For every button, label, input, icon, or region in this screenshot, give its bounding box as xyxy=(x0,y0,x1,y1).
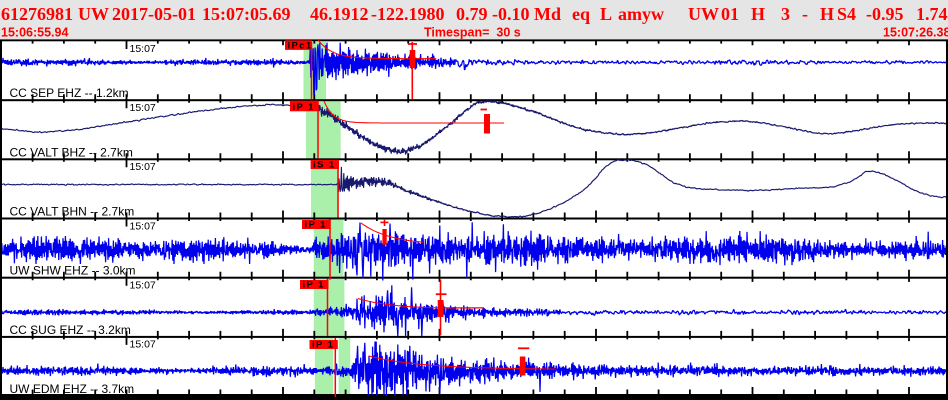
svg-text:iP 1: iP 1 xyxy=(305,220,327,231)
svg-text:15:06:55.94: 15:06:55.94 xyxy=(1,26,68,40)
svg-text:3: 3 xyxy=(781,4,790,24)
svg-text:Timespan= 30 s: Timespan= 30 s xyxy=(424,26,521,40)
svg-text:15:07: 15:07 xyxy=(130,280,156,292)
svg-text:-122.1980: -122.1980 xyxy=(371,4,445,24)
svg-text:H: H xyxy=(751,4,765,24)
svg-text:15:07:05.69: 15:07:05.69 xyxy=(202,4,291,24)
svg-text:UW: UW xyxy=(688,4,719,24)
svg-text:CC SEP EHZ -- 1.2km: CC SEP EHZ -- 1.2km xyxy=(10,86,129,100)
svg-text:UW EDM EHZ -- 3.7km: UW EDM EHZ -- 3.7km xyxy=(10,382,135,396)
svg-text:UW SHW EHZ -- 3.0km: UW SHW EHZ -- 3.0km xyxy=(10,264,136,278)
svg-text:iPc1: iPc1 xyxy=(288,40,313,51)
svg-text:amyw: amyw xyxy=(618,4,664,24)
svg-text:-: - xyxy=(802,4,808,24)
svg-text:CC VALT BHZ -- 2.7km: CC VALT BHZ -- 2.7km xyxy=(10,145,133,159)
svg-text:-0.10: -0.10 xyxy=(492,4,530,24)
svg-text:H: H xyxy=(820,4,834,24)
svg-text:iP 1: iP 1 xyxy=(312,340,334,351)
svg-text:iS 1: iS 1 xyxy=(313,160,336,171)
svg-text:CC SUG EHZ -- 3.2km: CC SUG EHZ -- 3.2km xyxy=(10,323,131,337)
svg-text:15:07: 15:07 xyxy=(130,43,156,55)
svg-text:1.74: 1.74 xyxy=(916,4,948,24)
svg-text:0.79: 0.79 xyxy=(456,4,488,24)
svg-text:61276981: 61276981 xyxy=(1,4,73,24)
svg-text:01: 01 xyxy=(721,4,739,24)
svg-text:CC VALT BHN -- 2.7km: CC VALT BHN -- 2.7km xyxy=(10,205,135,219)
svg-text:iP 1: iP 1 xyxy=(303,280,325,291)
svg-text:46.1912: 46.1912 xyxy=(310,4,369,24)
svg-text:L: L xyxy=(600,4,612,24)
svg-text:2017-05-01: 2017-05-01 xyxy=(112,4,196,24)
svg-text:iP 1: iP 1 xyxy=(293,102,315,113)
svg-text:15:07: 15:07 xyxy=(130,220,156,232)
svg-text:Md: Md xyxy=(534,4,561,24)
svg-text:UW: UW xyxy=(78,4,109,24)
svg-text:15:07: 15:07 xyxy=(130,339,156,351)
svg-text:eq: eq xyxy=(572,4,590,24)
svg-text:15:07: 15:07 xyxy=(130,161,156,173)
svg-text:15:07:26.38: 15:07:26.38 xyxy=(883,26,948,40)
svg-text:15:07: 15:07 xyxy=(130,102,156,114)
svg-text:S4: S4 xyxy=(837,4,856,24)
svg-text:-0.95: -0.95 xyxy=(866,4,904,24)
